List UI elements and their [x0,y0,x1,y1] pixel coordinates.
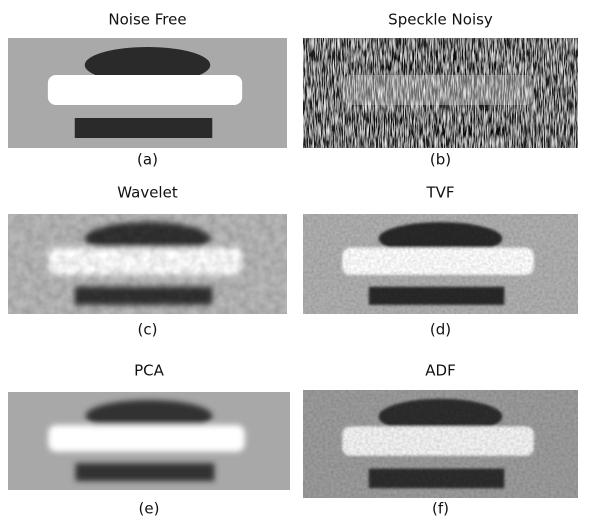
dark-bar [369,287,505,305]
dark-bar [75,118,213,138]
panel-title: PCA [134,362,165,380]
panel-image [303,214,578,314]
dark-bar [369,118,505,138]
image-content [8,214,287,314]
image-content [8,38,287,148]
panel-caption: (d) [430,321,451,339]
bright-band [342,426,534,455]
panel-caption: (e) [139,500,160,518]
bright-band [48,425,244,452]
panel-title: ADF [425,362,455,380]
bright-band [48,75,242,105]
panel-caption: (a) [137,151,158,169]
panel-title: Noise Free [108,11,186,29]
image-content [303,390,578,498]
panel-image [8,392,290,490]
figure: Noise Free (a) Speckle Noisy (b) Wavelet (c) T… [0,0,608,521]
page: Noise Free (a) Speckle Noisy (b) Wavelet (c) T… [0,0,608,521]
panel-title: TVF [425,184,454,202]
panel-title: Wavelet [117,184,178,202]
bright-band [342,75,534,105]
panel-image [8,38,287,148]
image-content [303,38,578,148]
bright-band [48,248,242,275]
bright-band [342,248,534,275]
image-content [8,392,290,490]
dark-bar [369,469,505,489]
dark-bar [75,287,213,305]
panel-caption: (c) [138,321,158,339]
panel-image [303,390,578,498]
panel-title: Speckle Noisy [388,11,493,29]
panel-caption: (f) [432,500,449,518]
panel-image [8,214,287,314]
dark-bar [75,463,214,481]
panel-caption: (b) [430,151,451,169]
image-content [303,214,578,314]
panel-image [303,38,578,148]
